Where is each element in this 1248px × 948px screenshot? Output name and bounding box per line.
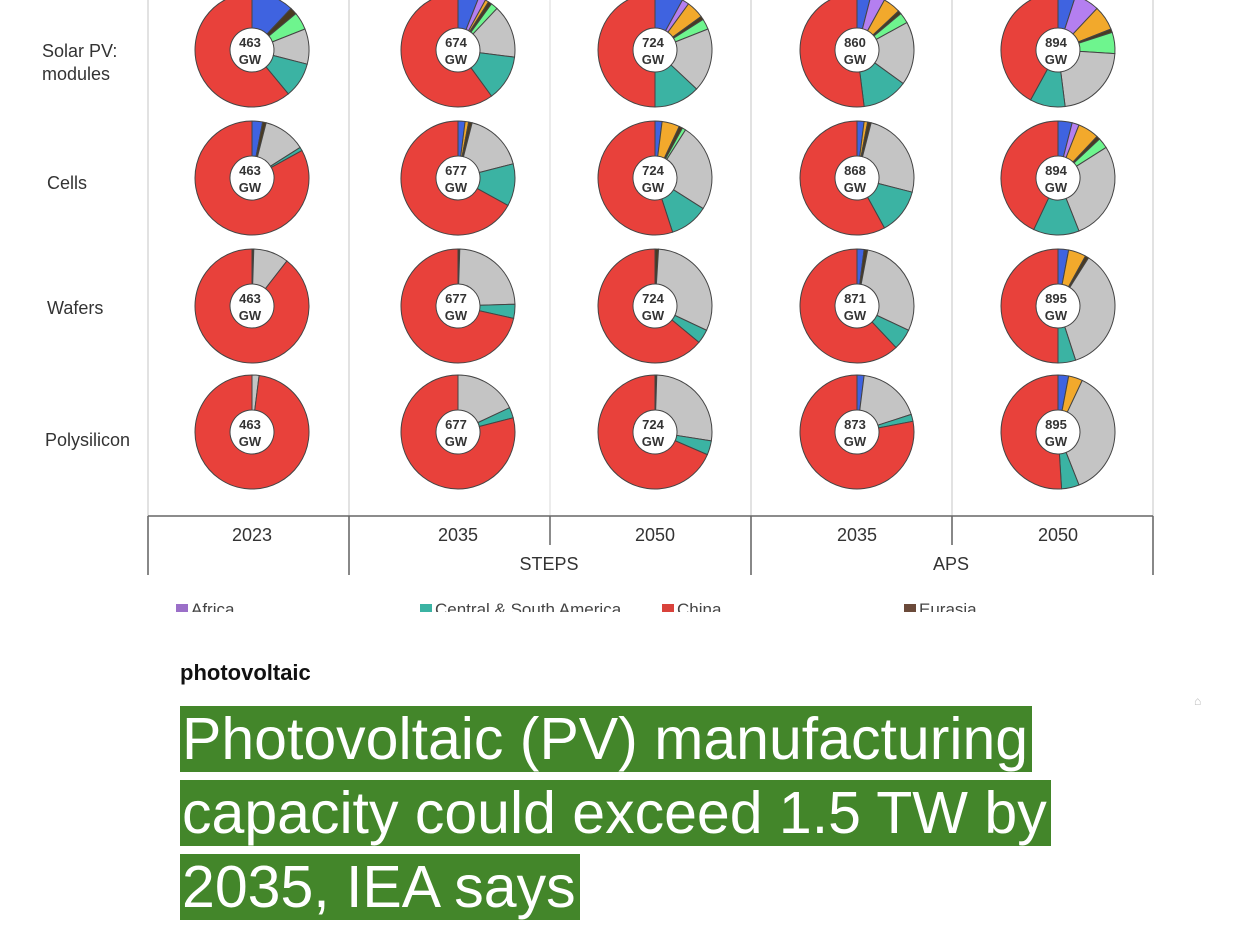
donut-unit-label: GW <box>445 434 468 449</box>
donut-segment-red <box>597 248 700 364</box>
donut-unit-label: GW <box>445 180 468 195</box>
x-tick-label: 2035 <box>837 525 877 545</box>
legend-item-africa: Africa <box>176 600 234 612</box>
row-label-cells: Cells <box>47 173 88 193</box>
donut-segment-red <box>194 120 310 236</box>
donut-unit-label: GW <box>239 308 262 323</box>
article-headline[interactable]: Photovoltaic (PV) manufacturing capacity… <box>180 702 1120 924</box>
donut-total-label: 463 <box>239 163 261 178</box>
donut-total-label: 895 <box>1045 417 1067 432</box>
scroll-top-icon[interactable]: ⌂ <box>1194 694 1202 708</box>
donut-segment-gray <box>462 122 514 174</box>
donut-segment-red <box>1000 248 1059 364</box>
donut-total-label: 463 <box>239 417 261 432</box>
donut-total-label: 677 <box>445 163 467 178</box>
legend-item-eurasia: Eurasia <box>904 600 977 612</box>
donut-unit-label: GW <box>844 308 867 323</box>
donut-segment-red <box>1000 0 1059 101</box>
donut-unit-label: GW <box>642 434 665 449</box>
donut-segment-red <box>1000 120 1059 231</box>
donut-segment-red <box>1000 374 1063 490</box>
legend-item-china: China <box>662 600 721 612</box>
scenario-label-steps: STEPS <box>519 554 578 574</box>
donut-total-label: 724 <box>642 291 664 306</box>
x-tick-label: 2023 <box>232 525 272 545</box>
donut-unit-label: GW <box>1045 52 1068 67</box>
x-tick-label: 2050 <box>1038 525 1078 545</box>
donut-unit-label: GW <box>239 434 262 449</box>
donut-total-label: 724 <box>642 417 664 432</box>
donut-segment-gray <box>458 248 516 306</box>
donut-total-label: 677 <box>445 291 467 306</box>
donut-segment-gray <box>1065 379 1116 486</box>
donut-segment-gray <box>655 248 713 331</box>
donut-total-label: 895 <box>1045 291 1067 306</box>
donut-segment-red <box>799 248 897 364</box>
donut-total-label: 860 <box>844 35 866 50</box>
row-label-polysilicon: Polysilicon <box>45 430 131 450</box>
donut-segment-gray <box>666 129 713 210</box>
donut-segment-red <box>194 374 310 490</box>
donut-segment-red <box>597 120 674 236</box>
donut-total-label: 868 <box>844 163 866 178</box>
donut-segment-red <box>400 120 509 236</box>
donut-segment-red <box>194 0 290 108</box>
row-label-modules: Solar PV: modules <box>42 41 118 84</box>
x-tick-label: 2050 <box>635 525 675 545</box>
donut-unit-label: GW <box>239 52 262 67</box>
donut-unit-label: GW <box>642 308 665 323</box>
donut-total-label: 674 <box>445 35 467 50</box>
donut-grid: 2023 2035 2050 2035 2050 STEPS APS 463 GW 674 GW 72… <box>147 0 1154 575</box>
donut-total-label: 724 <box>642 35 664 50</box>
donut-segment-red <box>400 248 515 364</box>
donut-unit-label: GW <box>844 52 867 67</box>
donut-segment-red <box>597 0 656 108</box>
donut-segment-gray <box>1064 257 1116 361</box>
donut-total-label: 871 <box>844 291 866 306</box>
donut-total-label: 894 <box>1045 35 1067 50</box>
donut-segment-red <box>799 120 886 236</box>
donut-segment-red <box>400 0 493 108</box>
donut-unit-label: GW <box>844 180 867 195</box>
article-category-link[interactable]: photovoltaic <box>180 660 311 685</box>
donut-segment-red <box>194 248 310 364</box>
donut-total-label: 873 <box>844 417 866 432</box>
donut-segment-gray <box>861 122 915 193</box>
donut-total-label: 463 <box>239 291 261 306</box>
donut-unit-label: GW <box>445 308 468 323</box>
x-tick-label: 2035 <box>438 525 478 545</box>
donut-unit-label: GW <box>1045 308 1068 323</box>
legend-item-central-south-america: Central & South America <box>420 600 621 612</box>
scenario-label-aps: APS <box>933 554 969 574</box>
donut-segment-red <box>799 0 865 108</box>
donut-unit-label: GW <box>844 434 867 449</box>
capacity-donut-chart: Solar PV: modules Cells Wafers Polysilic… <box>42 0 1154 612</box>
donut-total-label: 894 <box>1045 163 1067 178</box>
donut-segment-red <box>597 374 708 490</box>
donut-total-label: 463 <box>239 35 261 50</box>
donut-segment-gray <box>655 374 713 442</box>
donut-unit-label: GW <box>445 52 468 67</box>
donut-unit-label: GW <box>239 180 262 195</box>
donut-total-label: 724 <box>642 163 664 178</box>
donut-segment-gray <box>1065 146 1116 232</box>
donut-segment-red <box>400 374 516 490</box>
donut-unit-label: GW <box>642 180 665 195</box>
donut-total-label: 677 <box>445 417 467 432</box>
row-label-wafers: Wafers <box>47 298 104 318</box>
donut-segment-gray <box>1060 50 1116 108</box>
donut-segment-gray <box>860 249 915 331</box>
donut-unit-label: GW <box>1045 180 1068 195</box>
donut-unit-label: GW <box>1045 434 1068 449</box>
donut-unit-label: GW <box>642 52 665 67</box>
donut-segment-red <box>799 374 915 490</box>
